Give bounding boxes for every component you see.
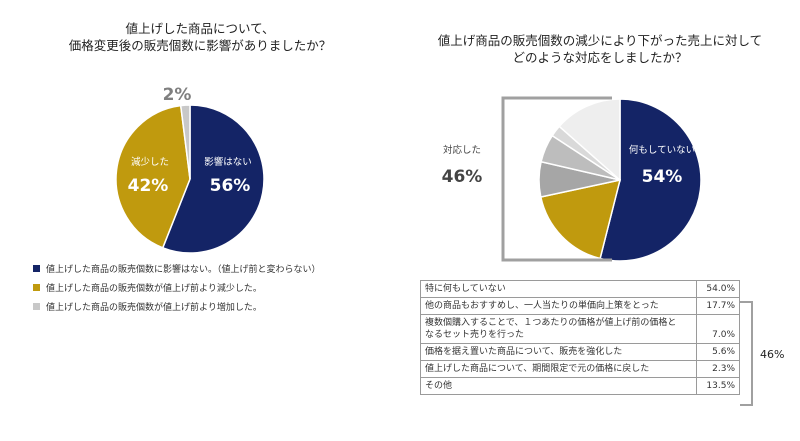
slice-label-no-effect: 影響はない: [204, 156, 252, 168]
pie2-inner-value: 54%: [642, 167, 683, 187]
legend-item-increase: 値上げした商品の販売個数が値上げ前より増加した。: [33, 300, 321, 313]
slice-value-decrease: 42%: [128, 176, 169, 196]
legend-item-no-effect: 値上げした商品の販売個数に影響はない。（値上げ前と変わらない）: [33, 262, 321, 275]
chart1-title: 値上げした商品について、 価格変更後の販売個数に影響がありましたか？: [68, 21, 332, 53]
table-cell-label: 値上げした商品について、期間限定で元の価格に戻した: [420, 360, 697, 378]
pie1-slice-1: [115, 104, 191, 249]
pie1-slice-0: [161, 104, 265, 254]
group-label: 対応した: [443, 144, 481, 156]
table-cell-value: 54.0%: [696, 280, 740, 298]
table-row: 価格を据え置いた商品について、販売を強化した 5.6%: [420, 343, 740, 361]
table-row: 他の商品もおすすめし、一人当たりの単価向上策をとった 17.7%: [420, 297, 740, 315]
legend-swatch-navy: [33, 264, 40, 272]
legend-text: 値上げした商品の販売個数が値上げ前より減少した。: [46, 283, 262, 294]
response-table: 特に何もしていない 54.0% 他の商品もおすすめし、一人当たりの単価向上策をと…: [420, 280, 740, 395]
slice-value-increase: 2%: [163, 85, 192, 105]
table-cell-label: 複数個購入することで、１つあたりの価格が値上げ前の価格と なるセット売りを行った: [420, 314, 697, 344]
group-value: 46%: [442, 167, 483, 187]
table-cell-label: 他の商品もおすすめし、一人当たりの単価向上策をとった: [420, 297, 697, 315]
table-cell-value: 2.3%: [696, 360, 740, 378]
table-row: 特に何もしていない 54.0%: [420, 280, 740, 298]
pie2-slice-1: [539, 179, 622, 260]
chart2-title: 値上げ商品の販売個数の減少により下がった売上に対して どのような対応をしましたか…: [437, 33, 763, 65]
slice-label-decrease: 減少した: [131, 156, 169, 168]
pie1: [115, 104, 265, 254]
slice-value-no-effect: 56%: [210, 176, 251, 196]
table-bracket: [740, 301, 753, 406]
pie2: [538, 98, 702, 262]
table-cell-label: 価格を据え置いた商品について、販売を強化した: [420, 343, 697, 361]
table-cell-label: その他: [420, 377, 697, 395]
table-bracket-label: 46%: [760, 348, 784, 361]
legend-item-decrease: 値上げした商品の販売個数が値上げ前より減少した。: [33, 281, 321, 294]
table-cell-value: 17.7%: [696, 297, 740, 315]
pie2-slice-5: [558, 98, 621, 182]
legend-text: 値上げした商品の販売個数が値上げ前より増加した。: [46, 302, 262, 313]
table-row: その他 13.5%: [420, 377, 740, 395]
table-row: 値上げした商品について、期間限定で元の価格に戻した 2.3%: [420, 360, 740, 378]
table-row: 複数個購入することで、１つあたりの価格が値上げ前の価格と なるセット売りを行った…: [420, 314, 740, 344]
table-cell-label: 特に何もしていない: [420, 280, 697, 298]
chart1-legend: 値上げした商品の販売個数に影響はない。（値上げ前と変わらない） 値上げした商品の…: [33, 262, 321, 313]
pie1-slice-2: [179, 104, 191, 180]
table-cell-value: 13.5%: [696, 377, 740, 395]
table-cell-value: 5.6%: [696, 343, 740, 361]
pie2-inner-label: 何もしていない: [629, 144, 695, 156]
pie2-slice-0: [599, 98, 702, 262]
legend-swatch-gold: [33, 283, 40, 291]
group-bracket: [501, 96, 612, 262]
table-cell-value: 7.0%: [696, 314, 740, 344]
legend-swatch-gray: [33, 302, 40, 310]
legend-text: 値上げした商品の販売個数に影響はない。（値上げ前と変わらない）: [46, 264, 321, 275]
